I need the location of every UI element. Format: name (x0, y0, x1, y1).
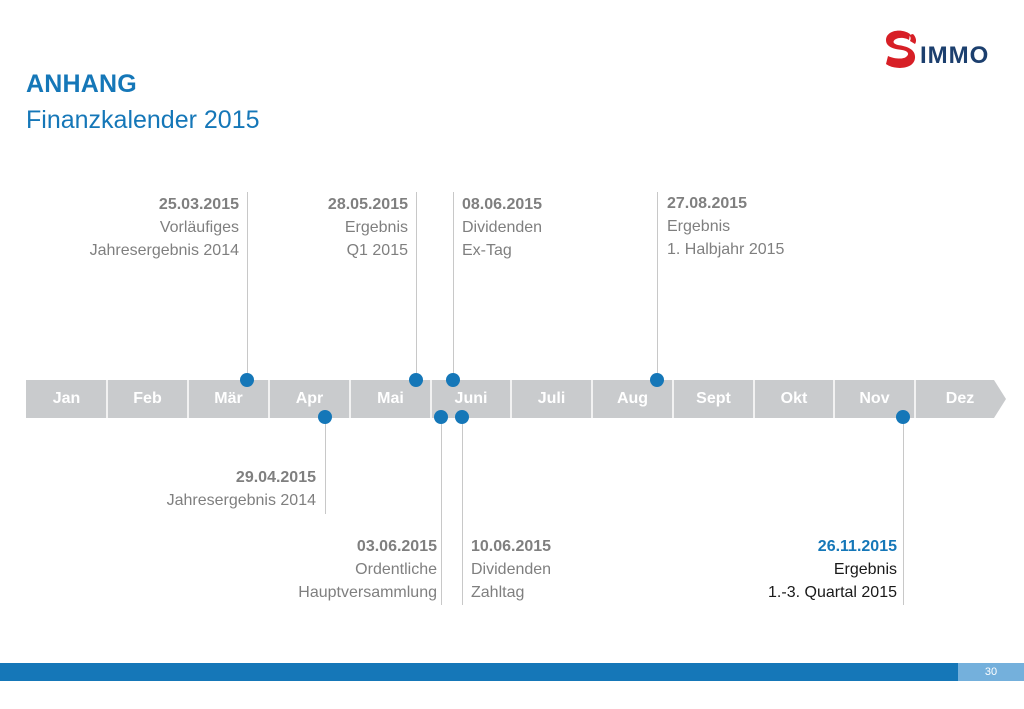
event-marker (409, 373, 423, 387)
month-sept: Sept (696, 390, 731, 407)
event-text: Ex-Tag (462, 242, 512, 259)
event-dividenden-zahltag: 10.06.2015 Dividenden Zahltag (471, 535, 551, 604)
connector-line (453, 192, 454, 380)
month-mar: Mär (214, 390, 243, 407)
event-marker (455, 410, 469, 424)
event-date: 08.06.2015 (462, 196, 543, 213)
month-aug: Aug (616, 390, 649, 407)
event-marker (650, 373, 664, 387)
s-logo-icon (886, 30, 917, 68)
event-date: 10.06.2015 (471, 538, 552, 555)
event-date: 27.08.2015 (667, 195, 748, 212)
event-text: Hauptversammlung (298, 584, 437, 601)
event-text: Jahresergebnis 2014 (89, 242, 239, 259)
month-juni: Juni (454, 390, 488, 407)
event-jahresergebnis-2014: 29.04.2015 Jahresergebnis 2014 (167, 466, 316, 512)
event-dividenden-ex-tag: 08.06.2015 Dividenden Ex-Tag (462, 193, 542, 262)
month-dez: Dez (945, 390, 975, 407)
event-date: 29.04.2015 (235, 469, 316, 486)
page-subtitle: Finanzkalender 2015 (26, 106, 260, 134)
connector-line (903, 417, 904, 605)
month-apr: Apr (295, 390, 324, 407)
event-ergebnis-q3: 26.11.2015 Ergebnis 1.-3. Quartal 2015 (768, 535, 897, 604)
event-text: 1. Halbjahr 2015 (667, 241, 785, 258)
connector-line (416, 192, 417, 380)
event-date: 25.03.2015 (158, 196, 239, 213)
event-ergebnis-q1: 28.05.2015 Ergebnis Q1 2015 (328, 193, 408, 262)
month-okt: Okt (780, 390, 808, 407)
connector-line (657, 192, 658, 380)
event-marker (896, 410, 910, 424)
event-vorlaeufiges-jahresergebnis: 25.03.2015 Vorläufiges Jahresergebnis 20… (90, 193, 239, 262)
s-immo-logo: IMMO (880, 28, 1000, 72)
event-text: Q1 2015 (346, 242, 408, 259)
month-juli: Juli (537, 390, 566, 407)
connector-line (325, 417, 326, 514)
event-text: Ergebnis (667, 218, 731, 235)
connector-line (441, 417, 442, 605)
event-marker (434, 410, 448, 424)
timeline-bar (26, 380, 1006, 418)
event-hauptversammlung: 03.06.2015 Ordentliche Hauptversammlung (298, 535, 437, 604)
month-nov: Nov (859, 390, 890, 407)
page-number: 30 (958, 663, 1024, 681)
event-text: Ordentliche (355, 561, 437, 578)
event-date: 28.05.2015 (327, 196, 408, 213)
event-marker (446, 373, 460, 387)
footer-bar (0, 663, 958, 681)
logo-text: IMMO (920, 42, 990, 69)
event-date: 26.11.2015 (817, 538, 897, 555)
event-text: Dividenden (471, 561, 552, 578)
event-text: Zahltag (471, 584, 525, 601)
event-ergebnis-halbjahr: 27.08.2015 Ergebnis 1. Halbjahr 2015 (667, 192, 784, 261)
connector-line (462, 417, 463, 605)
event-text: Ergebnis (344, 219, 408, 236)
page-title: ANHANG (26, 70, 137, 98)
month-mai: Mai (377, 390, 404, 407)
event-text: Vorläufiges (159, 219, 239, 236)
event-date: 03.06.2015 (356, 538, 437, 555)
event-text: 1.-3. Quartal 2015 (768, 584, 897, 601)
event-marker (318, 410, 332, 424)
connector-line (247, 192, 248, 380)
event-text: Jahresergebnis 2014 (166, 492, 316, 509)
event-text: Ergebnis (833, 561, 897, 578)
event-text: Dividenden (462, 219, 543, 236)
month-feb: Feb (133, 390, 162, 407)
month-jan: Jan (52, 390, 81, 407)
event-marker (240, 373, 254, 387)
